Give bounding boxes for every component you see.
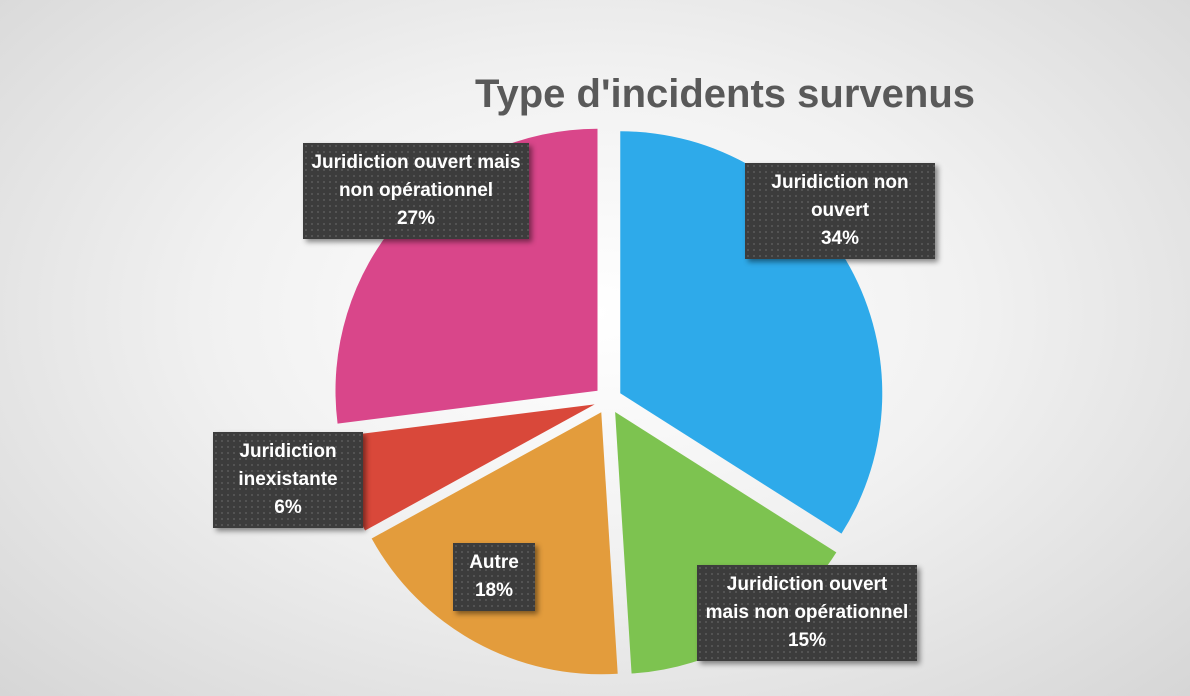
label-value: 15% (787, 630, 827, 651)
label-value: 34% (820, 228, 860, 249)
label-category: Juridiction ouvert mais non opérationnel (311, 152, 521, 201)
label-category: Autre (469, 552, 519, 573)
label-value: 6% (274, 497, 302, 518)
data-label: Juridiction ouvert mais non opérationnel… (697, 565, 917, 661)
label-category: Juridiction non ouvert (771, 172, 909, 221)
label-value: 27% (396, 208, 436, 229)
pie-slice (335, 128, 598, 424)
label-category: Juridiction ouvert mais non opérationnel (705, 574, 909, 623)
label-value: 18% (474, 580, 514, 601)
data-label: Juridiction non ouvert 34% (745, 163, 935, 259)
pie-slice (334, 404, 595, 531)
data-label: Autre 18% (453, 543, 535, 611)
data-label: Juridiction ouvert mais non opérationnel… (303, 143, 529, 239)
data-label: Juridiction inexistante 6% (213, 432, 363, 528)
chart-title: Type d'incidents survenus (475, 72, 975, 116)
label-category: Juridiction inexistante (238, 441, 338, 490)
